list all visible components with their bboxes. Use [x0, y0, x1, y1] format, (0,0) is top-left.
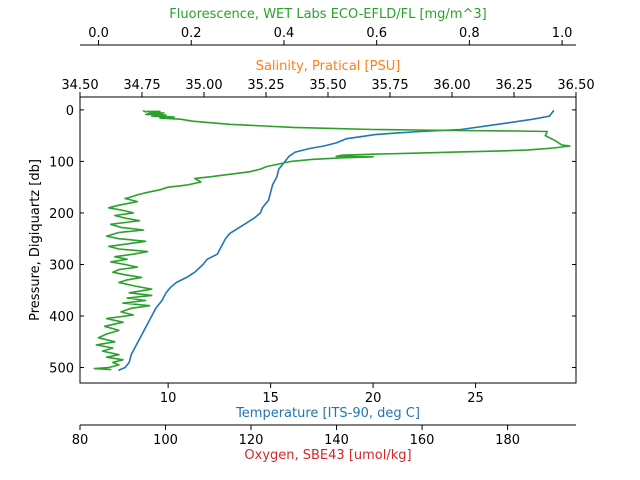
salinity-tick-label: 35.50: [309, 78, 346, 93]
series-line-1: [93, 110, 571, 371]
temperature-tick-label: 10: [160, 391, 177, 406]
y-tick-label: 100: [49, 155, 74, 170]
fluorescence-tick-label: 0.0: [88, 26, 109, 41]
temperature-tick-label: 15: [262, 391, 279, 406]
salinity-tick-label: 34.75: [123, 78, 160, 93]
salinity-axis-label: Salinity, Pratical [PSU]: [256, 59, 401, 74]
salinity-tick-label: 35.00: [185, 78, 222, 93]
temperature-tick-label: 25: [467, 391, 484, 406]
salinity-tick-label: 34.50: [61, 78, 98, 93]
oxygen-tick-label: 100: [153, 433, 178, 448]
y-tick-label: 400: [49, 310, 74, 325]
y-tick-label: 300: [49, 258, 74, 273]
salinity-tick-label: 36.50: [557, 78, 594, 93]
salinity-tick-label: 35.75: [371, 78, 408, 93]
fluorescence-axis-label: Fluorescence, WET Labs ECO-EFLD/FL [mg/m…: [169, 7, 486, 22]
fluorescence-tick-label: 0.2: [181, 26, 202, 41]
y-tick-label: 200: [49, 207, 74, 222]
oxygen-tick-label: 160: [410, 433, 435, 448]
oxygen-tick-label: 140: [324, 433, 349, 448]
series-line-0: [118, 110, 555, 371]
plot-marks: [93, 110, 571, 371]
y-tick-label: 500: [49, 362, 74, 377]
fluorescence-tick-label: 0.6: [366, 26, 387, 41]
y-axis-label: Pressure, Digiquartz [db]: [28, 159, 43, 321]
axes-group: 0 100 200 300 400 500 Pressure, Digiquartz [db…: [28, 7, 595, 463]
fluorescence-tick-label: 1.0: [552, 26, 573, 41]
fluorescence-tick-label: 0.4: [274, 26, 295, 41]
temperature-axis-label: Temperature [ITS-90, deg C]: [235, 406, 420, 421]
salinity-tick-label: 36.25: [495, 78, 532, 93]
temperature-tick-label: 20: [365, 391, 382, 406]
salinity-tick-label: 36.00: [433, 78, 470, 93]
oxygen-tick-label: 180: [495, 433, 520, 448]
salinity-tick-label: 35.25: [247, 78, 284, 93]
fluorescence-tick-label: 0.8: [459, 26, 480, 41]
oxygen-tick-label: 80: [72, 433, 89, 448]
oxygen-tick-label: 120: [239, 433, 264, 448]
oxygen-axis-label: Oxygen, SBE43 [umol/kg]: [244, 448, 411, 463]
y-tick-label: 0: [66, 104, 74, 119]
